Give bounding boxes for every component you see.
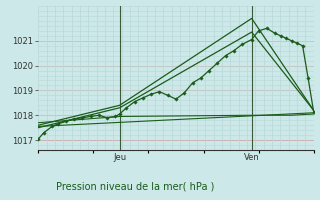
Text: Jeu: Jeu bbox=[113, 153, 126, 162]
Text: Ven: Ven bbox=[244, 153, 260, 162]
Text: Pression niveau de la mer( hPa ): Pression niveau de la mer( hPa ) bbox=[56, 182, 214, 192]
